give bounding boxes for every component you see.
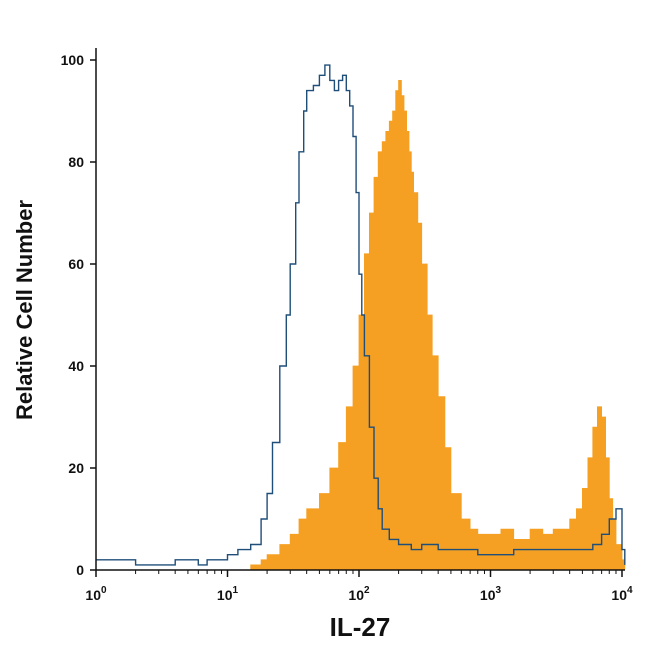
x-tick-label: 104 [611, 585, 633, 603]
y-tick-label: 20 [68, 460, 84, 476]
y-tick-label: 100 [61, 52, 85, 68]
plot-series [96, 64, 626, 571]
histogram-outline-series [96, 64, 626, 566]
y-tick-label: 60 [68, 256, 84, 272]
y-tick-label: 80 [68, 154, 84, 170]
y-axis-title: Relative Cell Number [12, 200, 37, 421]
x-tick-label: 103 [480, 585, 502, 603]
x-tick-label: 101 [217, 585, 239, 603]
x-ticks: 100 101 102 103 104 [85, 570, 633, 603]
histogram-filled-series [227, 80, 626, 571]
y-ticks: 0 20 40 60 80 100 [61, 52, 96, 578]
axes [95, 48, 625, 571]
x-tick-label: 100 [85, 585, 107, 603]
y-tick-label: 0 [76, 562, 84, 578]
x-axis-title: IL-27 [330, 612, 391, 642]
x-tick-label: 102 [348, 585, 370, 603]
y-tick-label: 40 [68, 358, 84, 374]
